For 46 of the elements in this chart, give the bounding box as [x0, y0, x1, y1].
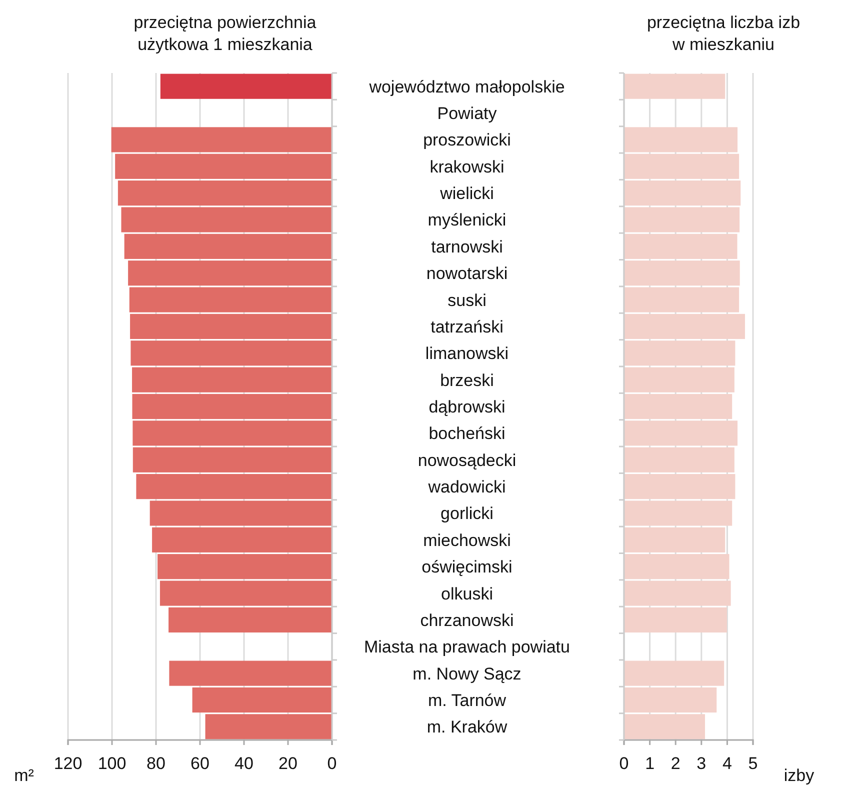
y-tick-label: limanowski — [425, 344, 509, 364]
x-tick-label: 80 — [146, 754, 166, 774]
x-tick-label: 4 — [722, 754, 732, 774]
bar — [111, 127, 332, 152]
x-tick-label: 2 — [670, 754, 680, 774]
x-tick-label: 120 — [54, 754, 82, 774]
y-tick-label: krakowski — [430, 157, 504, 176]
x-tick-label: 40 — [234, 754, 254, 774]
y-tick-label: proszowicki — [423, 130, 511, 150]
y-tick-label: gorlicki — [440, 504, 494, 524]
y-tick-label: brzeski — [440, 370, 494, 390]
x-tick-label: 3 — [696, 754, 706, 774]
x-tick-label: 0 — [619, 754, 629, 774]
chart-title: przeciętna liczba izb w mieszkaniu — [646, 13, 800, 54]
y-tick-label: nowosądecki — [418, 450, 516, 470]
x-tick-label: 20 — [278, 754, 298, 774]
y-tick-label: m. Tarnów — [428, 690, 507, 710]
y-tick-label: tatrzański — [430, 317, 504, 336]
y-tick-label: olkuski — [441, 584, 493, 604]
bar — [624, 74, 726, 99]
y-tick-label: miechowski — [423, 530, 511, 550]
y-tick-label: m. Nowy Sącz — [412, 664, 522, 684]
y-tick-label: myślenicki — [428, 210, 506, 230]
y-tick-label: bocheński — [428, 424, 506, 444]
y-tick-label: chrzanowski — [420, 610, 514, 630]
x-tick-label: 60 — [190, 754, 210, 774]
chart-title: przeciętna powierzchnia użytkowa 1 mieszkania — [134, 13, 317, 54]
y-tick-label: m. Kraków — [426, 718, 508, 737]
y-tick-label: wadowicki — [427, 478, 506, 497]
y-tick-label: województwo małopolskie — [368, 77, 565, 96]
bar — [160, 74, 332, 99]
y-tick-label: Miasta na prawach powiatu — [364, 638, 570, 657]
x-tick-label: 100 — [98, 754, 126, 774]
y-tick-label: Powiaty — [437, 104, 498, 124]
y-tick-label: suski — [448, 290, 486, 310]
y-tick-label: oświęcimski — [422, 558, 512, 577]
x-axis-title: izby — [784, 766, 815, 785]
y-tick-label: nowotarski — [426, 264, 508, 284]
y-tick-label: wielicki — [439, 184, 494, 204]
y-tick-label: dąbrowski — [428, 398, 506, 416]
x-tick-label: 5 — [748, 754, 758, 774]
x-tick-label: 1 — [645, 754, 655, 774]
bar — [624, 127, 738, 152]
x-tick-label: 0 — [327, 754, 337, 774]
y-tick-label: tarnowski — [431, 237, 503, 256]
x-axis-title: m² — [14, 766, 34, 785]
